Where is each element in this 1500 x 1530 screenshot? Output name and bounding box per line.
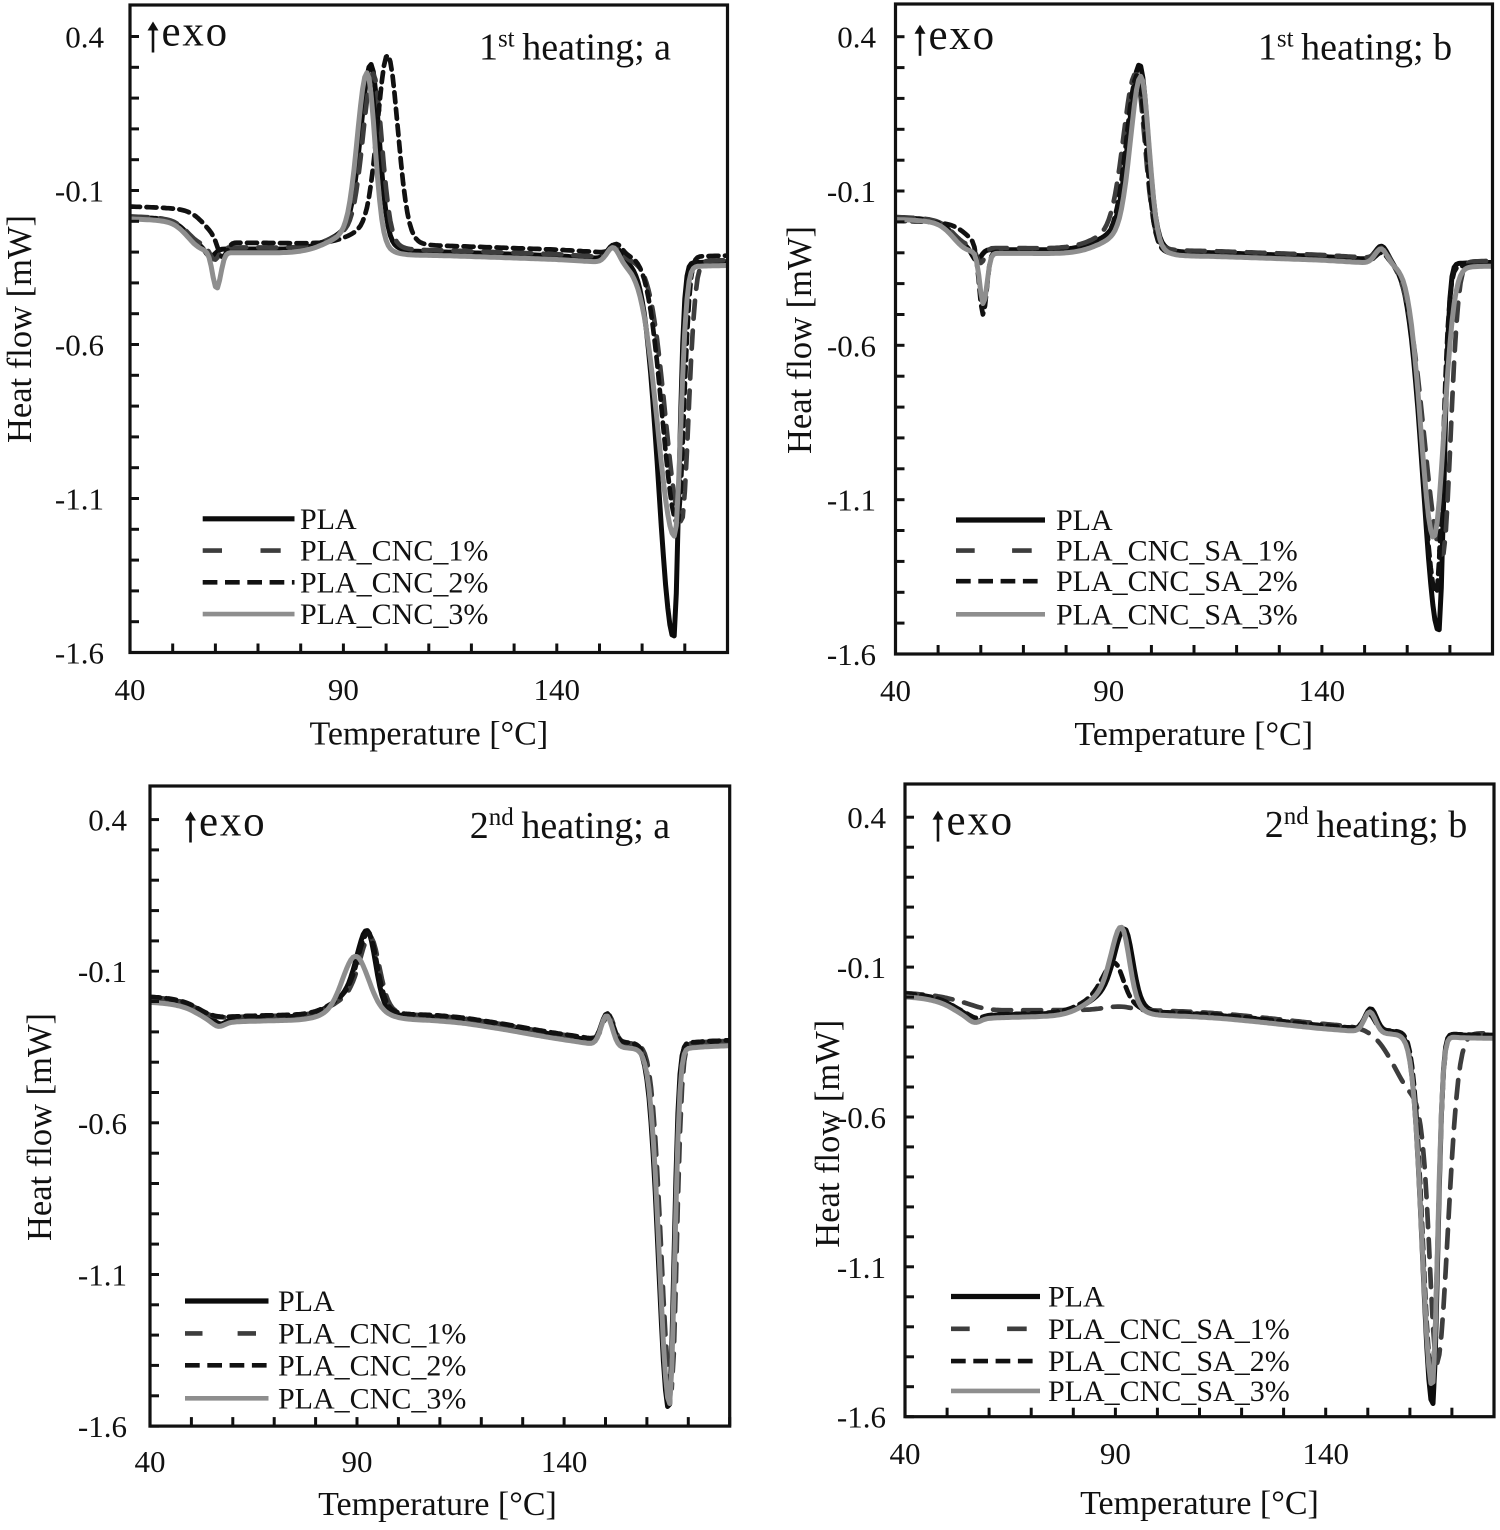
svg-text:140: 140 (1299, 673, 1346, 708)
svg-text:-1.1: -1.1 (827, 483, 876, 518)
svg-text:40: 40 (880, 673, 911, 708)
svg-text:Heat flow [mW]: Heat flow [mW] (781, 226, 819, 454)
svg-text:PLA_CNC_SA_1%: PLA_CNC_SA_1% (1048, 1313, 1290, 1346)
svg-text:-0.6: -0.6 (827, 328, 876, 363)
svg-text:exo: exo (947, 798, 1015, 845)
svg-text:-0.1: -0.1 (78, 954, 127, 989)
svg-text:-0.6: -0.6 (55, 328, 104, 363)
svg-text:0.4: 0.4 (88, 803, 127, 838)
svg-text:PLA_CNC_SA_3%: PLA_CNC_SA_3% (1056, 598, 1298, 631)
svg-text:PLA_CNC_2%: PLA_CNC_2% (278, 1349, 466, 1382)
svg-text:-0.1: -0.1 (55, 174, 104, 209)
svg-text:2nd heating; b: 2nd heating; b (1265, 803, 1468, 846)
svg-text:-0.1: -0.1 (837, 950, 886, 985)
svg-text:-1.1: -1.1 (78, 1258, 127, 1293)
svg-text:Heat flow [mW]: Heat flow [mW] (809, 1020, 847, 1248)
svg-text:-1.1: -1.1 (55, 482, 104, 517)
svg-text:exo: exo (162, 9, 230, 56)
svg-text:PLA_CNC_SA_1%: PLA_CNC_SA_1% (1056, 535, 1298, 568)
svg-text:PLA_CNC_SA_2%: PLA_CNC_SA_2% (1048, 1345, 1290, 1378)
svg-text:40: 40 (135, 1444, 166, 1479)
svg-text:exo: exo (199, 799, 267, 846)
svg-text:Temperature [°C]: Temperature [°C] (1074, 716, 1313, 753)
svg-text:PLA: PLA (278, 1285, 335, 1318)
svg-text:0.4: 0.4 (837, 20, 876, 55)
svg-text:40: 40 (890, 1436, 921, 1471)
svg-text:-1.1: -1.1 (837, 1250, 886, 1285)
svg-text:0.4: 0.4 (65, 20, 104, 55)
svg-text:PLA: PLA (1048, 1281, 1105, 1314)
svg-text:90: 90 (1100, 1436, 1131, 1471)
svg-text:-1.6: -1.6 (837, 1400, 886, 1435)
svg-text:-0.1: -0.1 (827, 174, 876, 209)
svg-text:PLA_CNC_1%: PLA_CNC_1% (300, 535, 488, 568)
svg-text:140: 140 (1302, 1436, 1349, 1471)
svg-text:40: 40 (115, 672, 146, 707)
svg-text:-0.6: -0.6 (837, 1100, 886, 1135)
svg-text:90: 90 (328, 672, 359, 707)
svg-text:Temperature [°C]: Temperature [°C] (1080, 1485, 1319, 1522)
svg-text:PLA_CNC_SA_2%: PLA_CNC_SA_2% (1056, 565, 1298, 598)
svg-text:PLA: PLA (300, 503, 357, 536)
svg-text:PLA_CNC_1%: PLA_CNC_1% (278, 1317, 466, 1350)
svg-text:-1.6: -1.6 (827, 637, 876, 672)
svg-text:-1.6: -1.6 (78, 1409, 127, 1444)
svg-text:Heat flow [mW]: Heat flow [mW] (1, 215, 39, 443)
svg-text:-1.6: -1.6 (55, 636, 104, 671)
svg-text:140: 140 (541, 1444, 588, 1479)
svg-text:90: 90 (1093, 673, 1124, 708)
svg-text:PLA_CNC_2%: PLA_CNC_2% (300, 566, 488, 599)
svg-text:PLA_CNC_3%: PLA_CNC_3% (278, 1382, 466, 1415)
svg-text:PLA: PLA (1056, 504, 1113, 537)
svg-text:-0.6: -0.6 (78, 1106, 127, 1141)
svg-text:PLA_CNC_3%: PLA_CNC_3% (300, 598, 488, 631)
svg-text:Temperature [°C]: Temperature [°C] (318, 1486, 557, 1523)
svg-text:140: 140 (534, 672, 581, 707)
svg-text:PLA_CNC_SA_3%: PLA_CNC_SA_3% (1048, 1375, 1290, 1408)
svg-text:exo: exo (929, 12, 997, 59)
svg-text:0.4: 0.4 (847, 800, 886, 835)
svg-text:90: 90 (342, 1444, 373, 1479)
svg-text:Heat flow [mW]: Heat flow [mW] (21, 1013, 59, 1241)
svg-text:Temperature [°C]: Temperature [°C] (309, 715, 548, 752)
